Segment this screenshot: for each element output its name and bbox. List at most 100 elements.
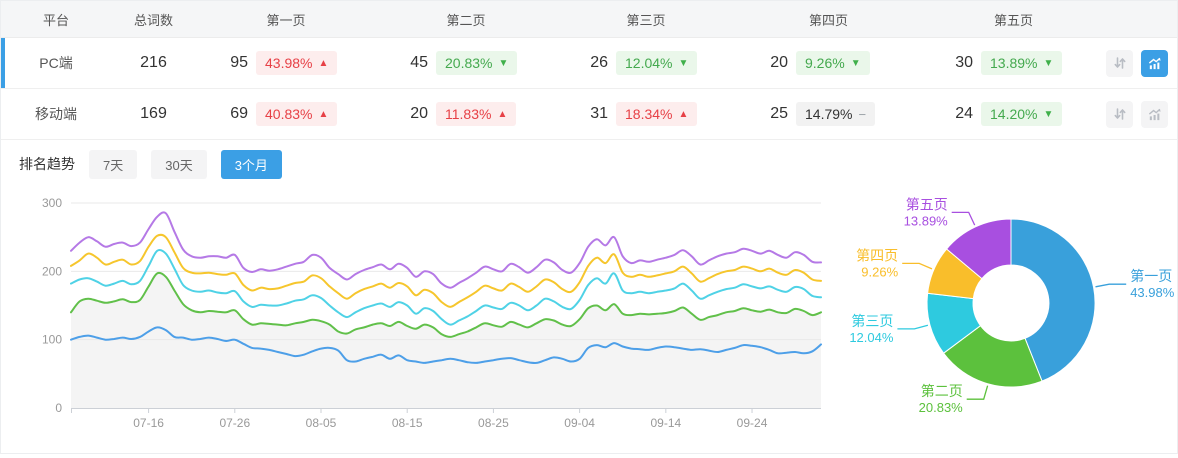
pct-text: 14.79% xyxy=(805,106,853,122)
page2-change-badge: 11.83% ▲ xyxy=(436,102,517,126)
svg-text:09-14: 09-14 xyxy=(650,416,681,430)
page1-change-badge: 43.98% ▲ xyxy=(256,51,338,75)
header-page-3: 第三页 xyxy=(626,12,666,28)
pct-text: 14.20% xyxy=(990,106,1038,122)
page2-cell: 45 20.83% ▼ xyxy=(376,51,556,75)
rank-trend-line-chart: 0 100 200 300 07-16 07-26 08-05 08-15 08-25 09-04… xyxy=(1,188,839,453)
header-platform: 平台 xyxy=(42,12,69,28)
row-actions xyxy=(1106,100,1178,128)
page3-cell: 26 12.04% ▼ xyxy=(556,51,736,75)
page3-change-badge: 18.34% ▲ xyxy=(616,102,698,126)
up-arrow-icon: ▲ xyxy=(678,108,689,120)
tab-7-days[interactable]: 7天 xyxy=(89,149,138,179)
header-page-5: 第五页 xyxy=(993,12,1033,28)
svg-text:12.04%: 12.04% xyxy=(849,330,894,345)
svg-text:100: 100 xyxy=(42,333,62,347)
pct-text: 13.89% xyxy=(990,55,1038,71)
pct-text: 20.83% xyxy=(445,55,493,71)
page-share-donut-chart: 第一页 43.98% 第二页 20.83% 第三页 12.04% 第四页 9.26% 第五页 13… xyxy=(839,188,1178,453)
svg-text:43.98%: 43.98% xyxy=(1130,285,1175,300)
page1-cell: 69 40.83% ▲ xyxy=(196,102,376,126)
page2-count: 45 xyxy=(410,54,428,71)
row-indicator xyxy=(1,89,5,139)
svg-text:200: 200 xyxy=(42,264,62,278)
table-row-pc[interactable]: PC端 216 95 43.98% ▲ 45 20.83% ▼ 26 12.04% ▼… xyxy=(1,38,1177,89)
keyword-table: 平台 总词数 第一页 第二页 第三页 第四页 第五页 PC端 216 95 43… xyxy=(1,1,1177,140)
up-arrow-icon: ▲ xyxy=(318,57,329,69)
svg-text:第二页: 第二页 xyxy=(921,383,963,399)
svg-text:第四页: 第四页 xyxy=(856,247,898,263)
page4-cell: 25 14.79% − xyxy=(736,102,921,126)
page5-count: 30 xyxy=(955,54,973,71)
header-page-1: 第一页 xyxy=(266,12,306,28)
sort-arrows-icon[interactable] xyxy=(1106,49,1133,77)
svg-text:300: 300 xyxy=(42,196,62,210)
svg-text:9.26%: 9.26% xyxy=(861,264,898,279)
page5-cell: 30 13.89% ▼ xyxy=(921,51,1106,75)
page3-cell: 31 18.34% ▲ xyxy=(556,102,736,126)
trend-title: 排名趋势 xyxy=(19,156,75,172)
page1-count: 95 xyxy=(230,54,248,71)
tab-3-months[interactable]: 3个月 xyxy=(220,149,282,179)
svg-text:08-25: 08-25 xyxy=(478,416,509,430)
page1-count: 69 xyxy=(230,105,248,122)
page2-change-badge: 20.83% ▼ xyxy=(436,51,518,75)
trend-toolbar: 排名趋势 7天 30天 3个月 xyxy=(1,140,1177,188)
svg-text:07-26: 07-26 xyxy=(219,416,250,430)
svg-text:第一页: 第一页 xyxy=(1130,268,1172,284)
selected-row-indicator xyxy=(1,38,5,88)
svg-text:09-04: 09-04 xyxy=(564,416,595,430)
table-row-mobile[interactable]: 移动端 169 69 40.83% ▲ 20 11.83% ▲ 31 18.34% ▲… xyxy=(1,89,1177,140)
page3-change-badge: 12.04% ▼ xyxy=(616,51,698,75)
pct-text: 18.34% xyxy=(625,106,673,122)
pct-text: 11.83% xyxy=(445,106,492,122)
down-arrow-icon: ▼ xyxy=(850,57,861,69)
pct-text: 9.26% xyxy=(805,55,845,71)
pct-text: 40.83% xyxy=(265,106,313,122)
svg-text:08-05: 08-05 xyxy=(306,416,337,430)
page3-count: 26 xyxy=(590,54,608,71)
page5-change-badge: 13.89% ▼ xyxy=(981,51,1063,75)
page1-change-badge: 40.83% ▲ xyxy=(256,102,338,126)
page2-count: 20 xyxy=(410,105,428,122)
charts-area: 0 100 200 300 07-16 07-26 08-05 08-15 08-25 09-04… xyxy=(1,188,1177,453)
page4-cell: 20 9.26% ▼ xyxy=(736,51,921,75)
total-words-value: 216 xyxy=(140,54,167,71)
svg-text:0: 0 xyxy=(55,401,62,415)
down-arrow-icon: ▼ xyxy=(1043,57,1054,69)
pct-text: 12.04% xyxy=(625,55,673,71)
down-arrow-icon: ▼ xyxy=(1043,108,1054,120)
down-arrow-icon: ▼ xyxy=(678,57,689,69)
svg-text:13.89%: 13.89% xyxy=(904,213,949,228)
page4-change-badge: 9.26% ▼ xyxy=(796,51,870,75)
platform-label: PC端 xyxy=(39,55,73,71)
trend-chart-icon[interactable] xyxy=(1141,100,1168,128)
trend-chart-icon[interactable] xyxy=(1141,49,1168,77)
header-page-2: 第二页 xyxy=(446,12,486,28)
down-arrow-icon: ▼ xyxy=(498,57,509,69)
table-header-row: 平台 总词数 第一页 第二页 第三页 第四页 第五页 xyxy=(1,1,1177,38)
svg-text:08-15: 08-15 xyxy=(392,416,423,430)
svg-text:第五页: 第五页 xyxy=(906,196,948,212)
platform-label: 移动端 xyxy=(35,106,77,122)
up-arrow-icon: ▲ xyxy=(318,108,329,120)
page5-change-badge: 14.20% ▼ xyxy=(981,102,1063,126)
tab-30-days[interactable]: 30天 xyxy=(151,149,207,179)
sort-arrows-icon[interactable] xyxy=(1106,100,1133,128)
page5-cell: 24 14.20% ▼ xyxy=(921,102,1106,126)
page3-count: 31 xyxy=(590,105,608,122)
page5-count: 24 xyxy=(955,105,973,122)
pct-text: 43.98% xyxy=(265,55,313,71)
page4-count: 20 xyxy=(770,54,788,71)
svg-text:第三页: 第三页 xyxy=(851,313,893,329)
line-chart-svg: 0 100 200 300 07-16 07-26 08-05 08-15 08-25 09-04… xyxy=(42,196,822,430)
svg-text:20.83%: 20.83% xyxy=(919,400,964,415)
page1-cell: 95 43.98% ▲ xyxy=(196,51,376,75)
total-words-value: 169 xyxy=(140,105,167,122)
page4-change-badge: 14.79% − xyxy=(796,102,876,126)
up-arrow-icon: ▲ xyxy=(497,108,508,120)
page2-cell: 20 11.83% ▲ xyxy=(376,102,556,126)
svg-text:07-16: 07-16 xyxy=(133,416,164,430)
